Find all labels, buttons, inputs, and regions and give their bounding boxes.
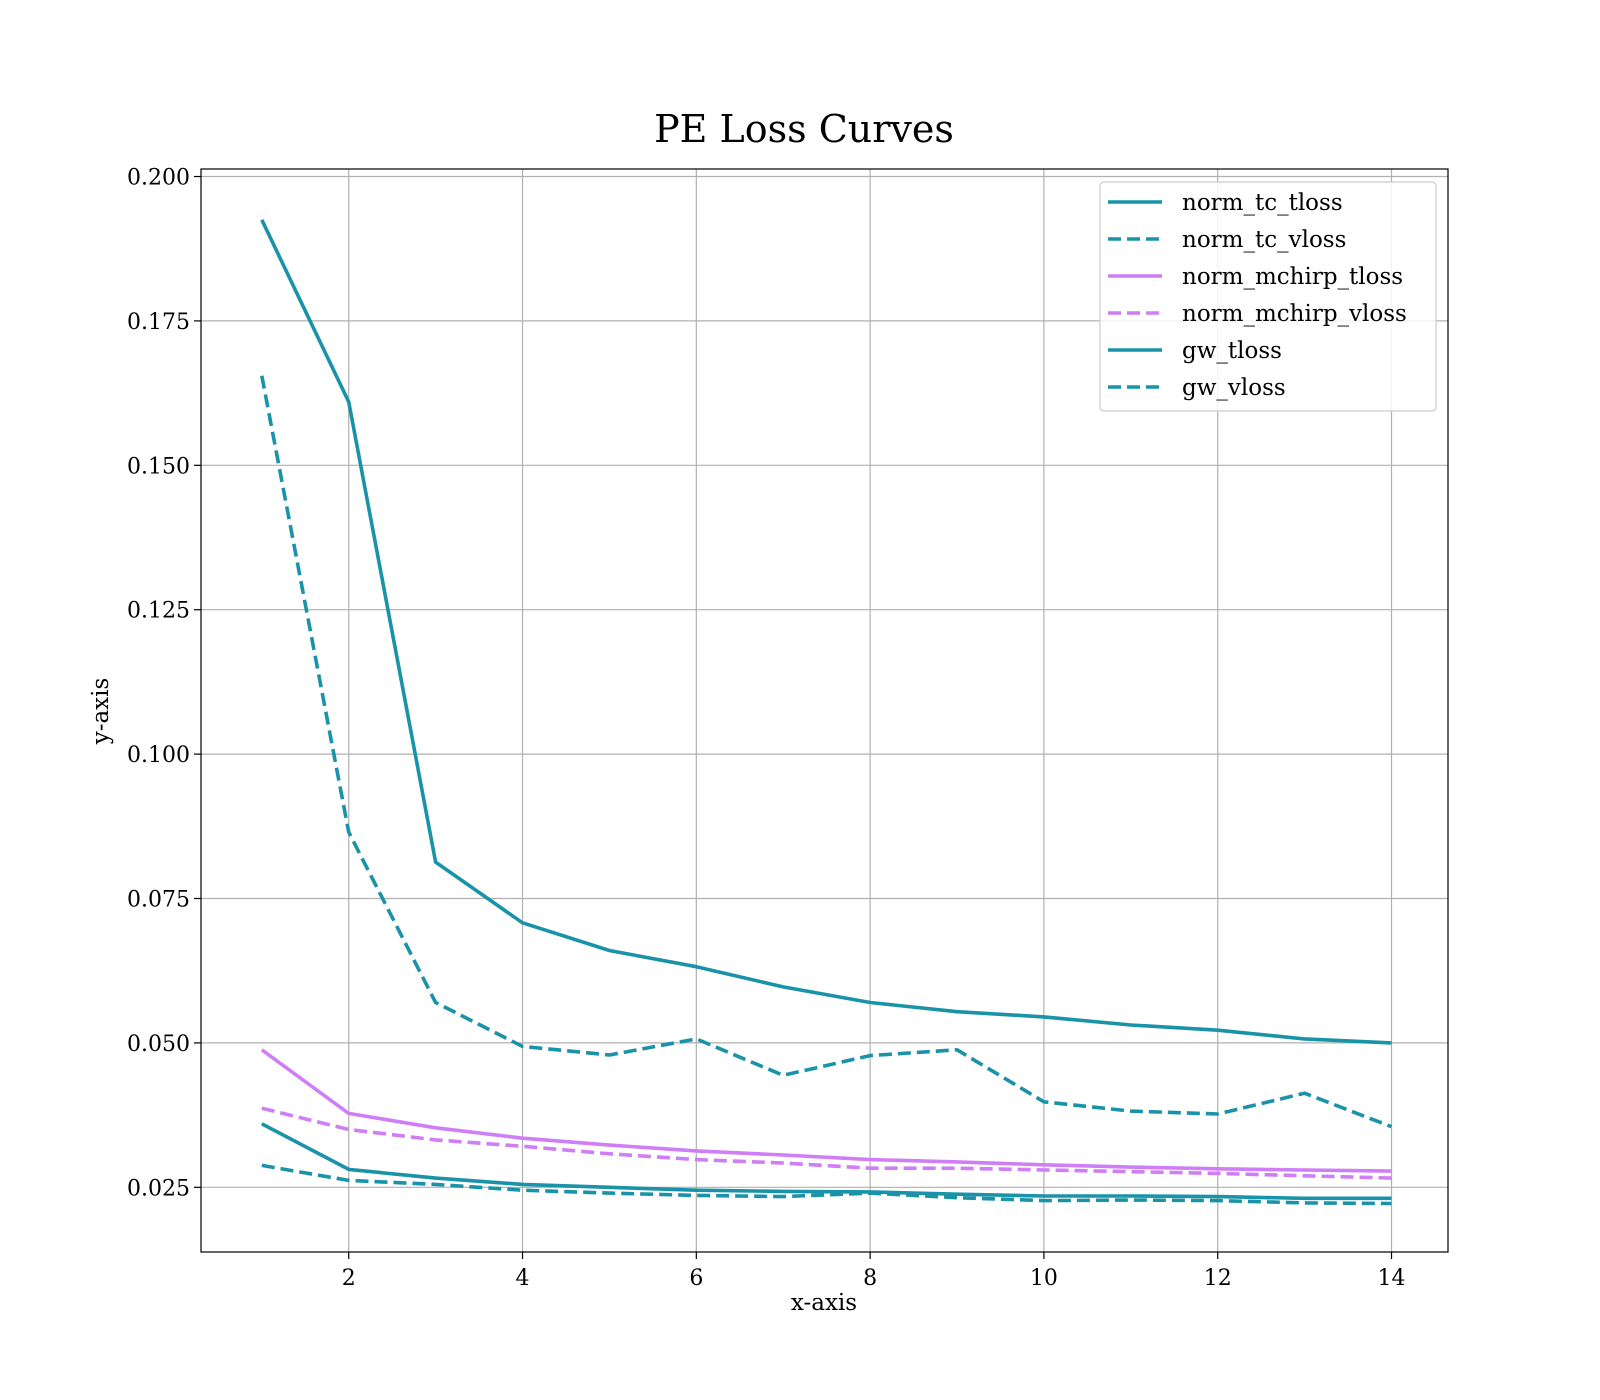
legend-entry: gw_tloss	[1108, 338, 1282, 364]
y-tick-label: 0.100	[127, 743, 190, 768]
legend-entry: norm_mchirp_vloss	[1108, 301, 1407, 327]
y-tick-label: 0.200	[127, 166, 190, 191]
legend-label: norm_tc_tloss	[1182, 190, 1343, 216]
legend: norm_tc_tloss norm_tc_vloss norm_mchirp_tl…	[1099, 181, 1437, 412]
y-tick-label: 0.050	[127, 1032, 190, 1057]
series-line-norm-tc-tloss	[260, 219, 1392, 1045]
ticks: 2 4 6 8 10 12 14 0.025 0.050 0.075 0.100 0.125 0.150…	[127, 166, 1406, 1291]
y-axis-label: y-axis	[88, 678, 114, 746]
series-line-norm-tc-vloss	[260, 375, 1393, 1129]
x-tick-label: 8	[863, 1266, 877, 1291]
y-tick-label: 0.150	[127, 454, 190, 479]
series-line-norm-mchirp-tloss	[260, 1048, 1392, 1173]
series-line-gw-tloss	[260, 1122, 1392, 1201]
grid	[201, 169, 1448, 1252]
y-tick-label: 0.125	[127, 599, 190, 624]
x-tick-label: 12	[1204, 1266, 1232, 1291]
chart-title: PE Loss Curves	[654, 107, 954, 151]
series-line-gw-vloss	[261, 1163, 1392, 1206]
series-line-norm-mchirp-vloss	[261, 1106, 1392, 1180]
y-tick-label: 0.075	[127, 888, 190, 913]
legend-entry: norm_tc_vloss	[1108, 227, 1346, 253]
legend-label: gw_tloss	[1182, 338, 1282, 364]
x-tick-label: 10	[1030, 1266, 1058, 1291]
legend-label: norm_mchirp_vloss	[1182, 301, 1407, 327]
x-tick-label: 6	[689, 1266, 703, 1291]
legend-box	[1099, 181, 1437, 412]
legend-entry: norm_mchirp_tloss	[1108, 264, 1403, 290]
x-tick-label: 2	[342, 1266, 356, 1291]
x-tick-label: 4	[516, 1266, 530, 1291]
legend-label: gw_vloss	[1182, 375, 1286, 401]
legend-label: norm_mchirp_tloss	[1182, 264, 1403, 290]
series-layer	[260, 219, 1393, 1206]
plot-frame	[200, 168, 1449, 1253]
y-tick-label: 0.175	[127, 310, 190, 335]
legend-entry: norm_tc_tloss	[1108, 190, 1343, 216]
x-tick-label: 14	[1378, 1266, 1406, 1291]
legend-label: norm_tc_vloss	[1182, 227, 1346, 253]
legend-entry: gw_vloss	[1108, 375, 1286, 401]
x-axis-label: x-axis	[791, 1290, 857, 1316]
y-tick-label: 0.025	[127, 1176, 190, 1201]
